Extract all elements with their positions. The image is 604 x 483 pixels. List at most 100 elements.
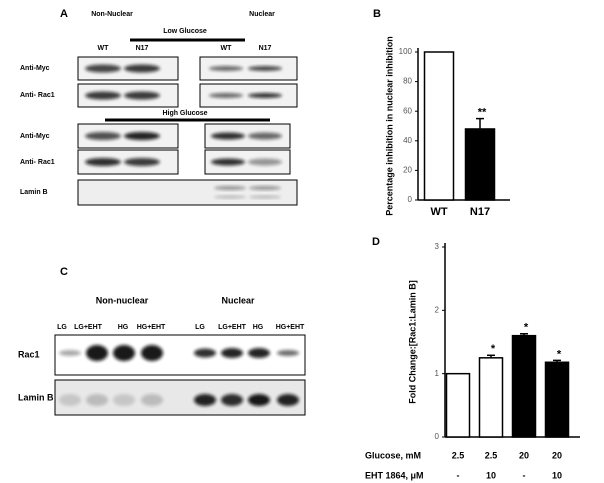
x-tick-label: N17 [470, 206, 490, 218]
y-tick-label: 1 [435, 369, 440, 378]
row-value: - [457, 470, 460, 480]
y-tick-label: 2 [435, 305, 440, 314]
row-label: Anti- Rac1 [20, 159, 55, 166]
y-tick-label: 40 [403, 136, 412, 145]
row-label: Glucose, mM [365, 450, 421, 460]
band [249, 186, 281, 190]
band [85, 132, 121, 140]
panel-label: B [373, 8, 381, 20]
band [113, 394, 135, 406]
band [248, 158, 282, 166]
row-value: 10 [486, 470, 496, 480]
lane-label: HG [253, 324, 264, 331]
band [211, 158, 245, 166]
significance: * [491, 343, 496, 355]
y-tick-label: 80 [403, 77, 412, 86]
band [209, 93, 243, 98]
band [86, 345, 108, 361]
y-tick-label: 60 [403, 106, 412, 115]
row-label: Rac1 [18, 349, 40, 359]
row-label: Lamin B [18, 392, 54, 402]
band [59, 350, 81, 356]
bar [464, 128, 496, 201]
lane-label: LG [195, 324, 205, 331]
band [209, 66, 243, 71]
lane-label: HG [118, 324, 129, 331]
heading: Nuclear [221, 295, 255, 305]
heading: Non-nuclear [96, 295, 149, 305]
row-value: 20 [552, 450, 562, 460]
row-value: - [523, 470, 526, 480]
bar [445, 372, 471, 438]
panel-label: A [60, 8, 68, 20]
band [277, 394, 299, 406]
band [248, 348, 270, 358]
y-tick-label: 3 [435, 242, 440, 251]
band [59, 394, 81, 406]
band [248, 132, 282, 140]
band [211, 132, 245, 140]
bar [511, 334, 537, 438]
row-label: EHT 1864, μM [365, 470, 424, 480]
band [249, 195, 281, 199]
row-value: 2.5 [452, 450, 465, 460]
bar [478, 357, 504, 438]
band [141, 394, 163, 406]
row-value: 2.5 [485, 450, 498, 460]
lane-label: WT [98, 45, 110, 52]
band [85, 158, 121, 166]
x-tick-label: WT [430, 206, 447, 218]
band [214, 186, 246, 190]
row-label: Lamin B [20, 189, 48, 196]
band [85, 64, 121, 73]
band [124, 64, 160, 73]
band [113, 345, 135, 361]
y-tick-label: 0 [435, 432, 440, 441]
heading: Nuclear [249, 11, 275, 18]
row-label: Anti- Rac1 [20, 92, 55, 99]
lane-label: HG+EHT [276, 324, 305, 331]
band [86, 394, 108, 406]
lane-label: WT [221, 45, 233, 52]
significance: * [524, 322, 529, 334]
significance: ** [478, 107, 487, 119]
row-label: Anti-Myc [20, 133, 50, 140]
lane-label: N17 [259, 45, 272, 52]
lane-label: HG+EHT [137, 324, 166, 331]
lane-label: LG+EHT [218, 324, 247, 331]
significance: * [557, 348, 562, 360]
band [248, 66, 282, 71]
lane-label: LG [57, 324, 67, 331]
band [221, 394, 243, 406]
lane-label: LG+EHT [74, 324, 103, 331]
band [124, 91, 160, 100]
y-tick-label: 20 [403, 166, 412, 175]
bar [544, 361, 570, 438]
band [248, 394, 270, 406]
band [277, 350, 299, 356]
blot [77, 179, 298, 206]
band [85, 91, 121, 100]
lane-label: N17 [136, 45, 149, 52]
y-tick-label: 100 [399, 47, 413, 56]
band [141, 345, 163, 361]
band [248, 93, 282, 98]
y-axis-label: Percentage inhibition in nuclear inhibit… [384, 36, 394, 216]
heading: Non-Nuclear [91, 11, 133, 18]
panel-label: C [60, 266, 68, 278]
panel-label: D [372, 236, 380, 248]
y-axis-label: Fold Change:[Rac1:Lamin B] [407, 280, 417, 404]
band [214, 195, 246, 199]
band [124, 132, 160, 140]
condition: Low Glucose [163, 28, 207, 35]
band [124, 158, 160, 166]
y-tick-label: 0 [408, 195, 413, 204]
row-label: Anti-Myc [20, 65, 50, 72]
band [221, 348, 243, 358]
band [194, 348, 216, 358]
bar [423, 51, 455, 201]
row-value: 20 [519, 450, 529, 460]
condition: High Glucose [162, 110, 207, 117]
band [194, 394, 216, 406]
